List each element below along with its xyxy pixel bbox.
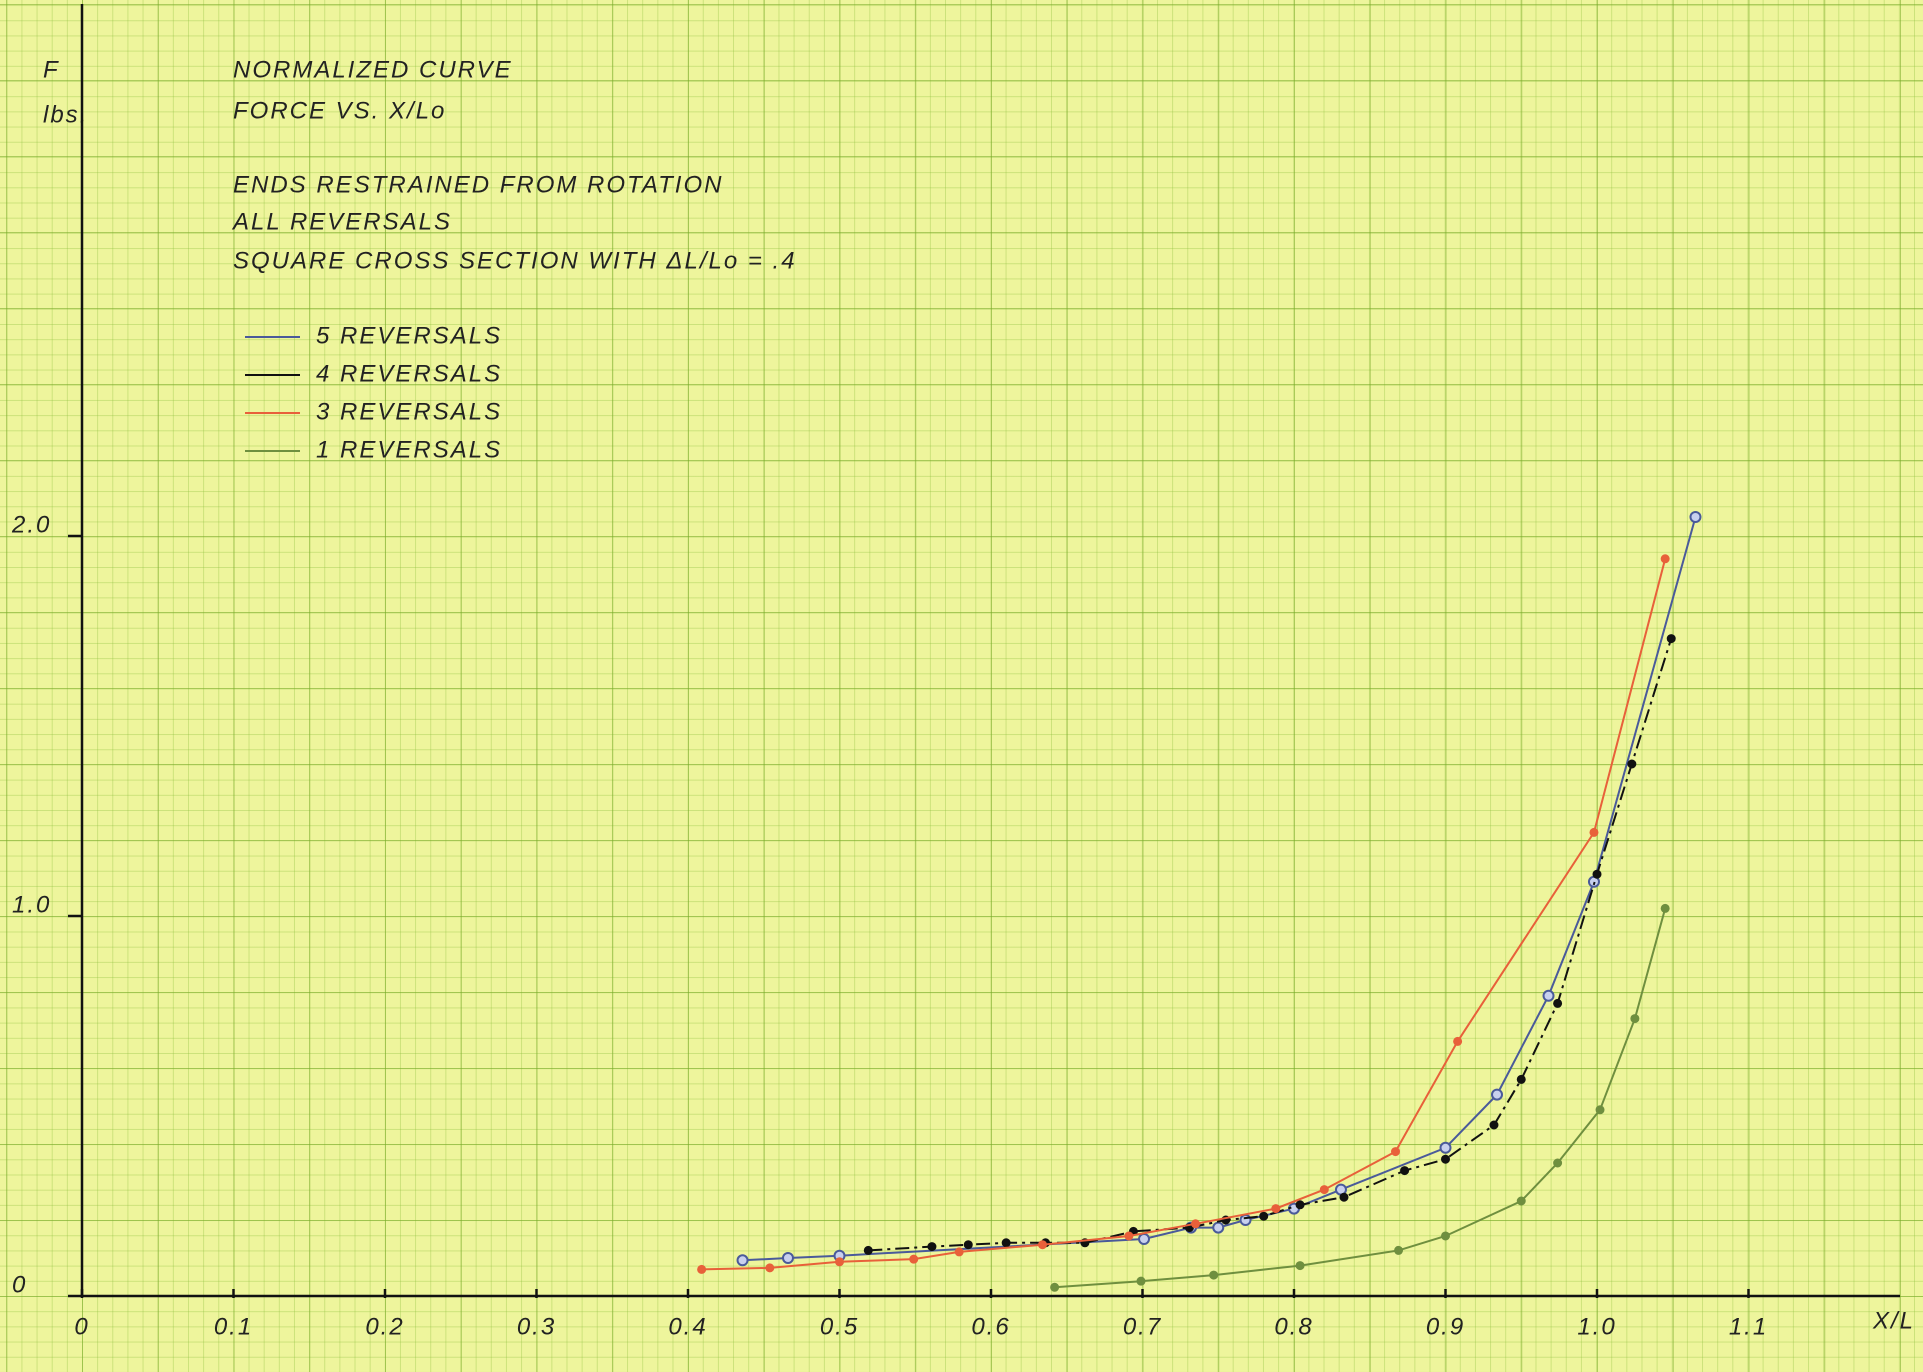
data-point [1589, 827, 1599, 837]
data-point [1439, 1141, 1452, 1154]
x-tick-label: 1.1 [1729, 1313, 1768, 1340]
x-tick-label: 0.4 [668, 1313, 707, 1340]
series-line [742, 516, 1697, 1262]
data-point [835, 1257, 844, 1267]
y-axis-unit: lbs. [43, 101, 88, 128]
title-line: SQUARE CROSS SECTION WITH ΔL/Lo = .4 [233, 247, 797, 274]
title-line: FORCE VS. X/Lo [233, 97, 446, 124]
data-point [1660, 554, 1670, 564]
series-line [868, 638, 1673, 1252]
data-point [1391, 1147, 1401, 1157]
data-point [1595, 1105, 1605, 1115]
data-point [1339, 1192, 1349, 1202]
data-point [697, 1264, 707, 1274]
legend-label: 3 REVERSALS [316, 398, 502, 425]
data-point [1319, 1185, 1329, 1195]
data-point [1295, 1261, 1305, 1271]
y-tick-label: 2.0 [11, 511, 51, 538]
x-tick-label: 0.6 [971, 1313, 1010, 1340]
data-point [863, 1245, 873, 1255]
y-axis-label: F [43, 56, 60, 83]
data-point [1592, 869, 1602, 879]
data-point [1050, 1282, 1060, 1292]
x-tick-label: 0 [74, 1313, 89, 1340]
y-tick-label: 0 [12, 1271, 27, 1298]
data-point [1453, 1036, 1463, 1046]
data-point [1441, 1154, 1450, 1164]
data-point [1627, 759, 1637, 769]
x-tick-label: 0.8 [1274, 1313, 1313, 1340]
x-tick-label: 0.7 [1123, 1313, 1162, 1340]
data-point [1136, 1276, 1146, 1286]
title-line: ENDS RESTRAINED FROM ROTATION [233, 171, 723, 198]
data-point [765, 1263, 775, 1273]
legend-label: 5 REVERSALS [316, 322, 502, 349]
x-axis-label: X/L [1872, 1307, 1915, 1334]
legend-label: 1 REVERSALS [316, 436, 502, 463]
data-point [927, 1242, 937, 1252]
data-point [1271, 1204, 1281, 1214]
x-tick-label: 0.9 [1426, 1313, 1465, 1340]
x-tick-label: 0.5 [820, 1313, 859, 1340]
data-point [1394, 1245, 1404, 1255]
data-point [954, 1247, 964, 1257]
x-tick-label: 0.2 [365, 1313, 404, 1340]
title-line: NORMALIZED CURVE [233, 56, 513, 83]
data-point [1441, 1231, 1450, 1241]
data-point [1491, 1088, 1504, 1101]
data-point [1489, 1120, 1499, 1130]
data-point [1553, 1158, 1563, 1168]
series-line [701, 558, 1667, 1271]
legend-label: 4 REVERSALS [316, 360, 502, 387]
y-tick-label: 1.0 [12, 891, 51, 918]
data-point [1239, 1214, 1252, 1226]
data-point [1666, 634, 1676, 644]
x-tick-label: 0.1 [214, 1313, 253, 1340]
data-point [1001, 1238, 1011, 1248]
data-point [1516, 1074, 1526, 1084]
data-point [1516, 1196, 1526, 1206]
data-point [1295, 1200, 1305, 1210]
data-point [1542, 989, 1555, 1002]
data-point [1553, 998, 1563, 1008]
data-point [1660, 903, 1670, 913]
data-point [1259, 1211, 1269, 1221]
data-point [909, 1254, 919, 1264]
data-point [736, 1254, 749, 1267]
data-point [1400, 1166, 1410, 1176]
x-tick-label: 0.3 [517, 1313, 556, 1340]
data-point [1191, 1219, 1201, 1229]
title-line: ALL REVERSALS [231, 208, 452, 235]
data-point [781, 1252, 794, 1264]
data-point [1124, 1231, 1134, 1241]
x-tick-label: 1.0 [1577, 1313, 1616, 1340]
data-point [1138, 1233, 1151, 1245]
data-point [1209, 1270, 1219, 1280]
data-point [963, 1240, 973, 1250]
data-point [1212, 1221, 1225, 1234]
data-point [1630, 1014, 1640, 1024]
data-point [1038, 1240, 1048, 1250]
data-point [1689, 511, 1702, 523]
